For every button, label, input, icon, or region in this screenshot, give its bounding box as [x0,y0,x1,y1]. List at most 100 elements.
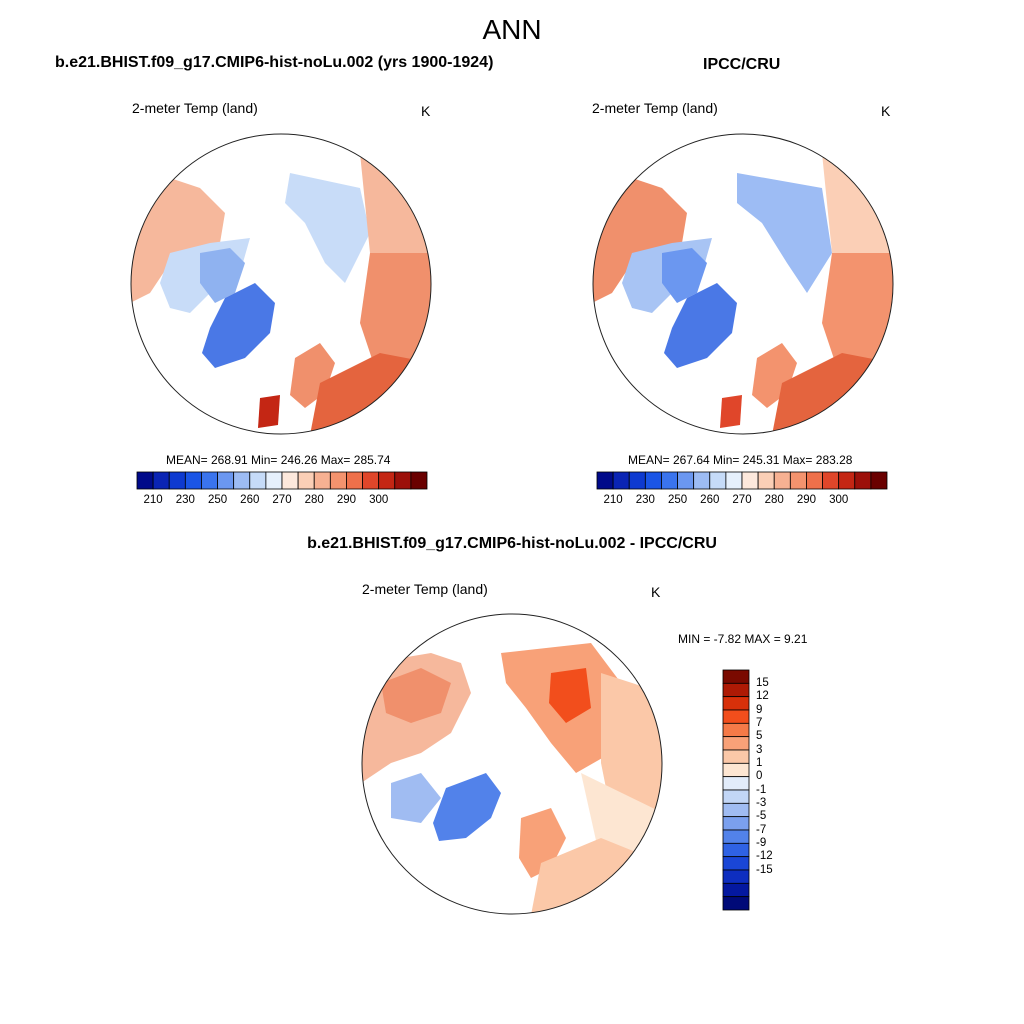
obs-colorbar-swatch [838,471,856,490]
obs-colorbar-swatch [806,471,823,490]
obs-colorbar-tick-label: 280 [764,494,784,506]
difference-variable-label: 2-meter Temp (land) [362,581,488,597]
obs-colorbar-swatch [870,471,888,490]
model-alaska-region [131,178,225,303]
obs-greenland [664,283,737,368]
difference-colorbar-tick-label: 1 [756,757,763,769]
difference-colorbar-tick-label: -1 [756,783,767,796]
model-colorbar-swatch [362,471,380,490]
model-colorbar-swatch [346,471,363,490]
model-colorbar-swatch [168,471,186,490]
obs-colorbar-tick-label: 270 [732,494,752,506]
model-variable-label: 2-meter Temp (land) [132,100,258,116]
model-case-title: b.e21.BHIST.f09_g17.CMIP6-hist-noLu.002 … [55,54,494,71]
model-colorbar-swatch [217,471,235,490]
model-colorbar-swatch [201,471,218,490]
model-siberia [285,173,370,283]
model-colorbar-swatch [281,471,299,490]
difference-unit-label: K [651,584,661,600]
difference-colorbar-tick-label: 9 [756,703,763,716]
model-colorbar-tick-label: 280 [304,494,324,506]
model-colorbar-swatch [265,471,283,490]
difference-colorbar-swatch [722,802,750,818]
model-colorbar-tick-label: 290 [336,494,357,506]
model-colorbar-tick-label: 210 [143,494,163,506]
obs-central-asia [822,253,893,383]
diff-siberia-hotspot [549,668,591,723]
obs-colorbar-swatch [644,471,662,490]
obs-colorbar-swatch [741,471,759,490]
difference-colorbar-tick-label: -3 [756,797,767,809]
obs-colorbar-swatch [725,471,743,490]
obs-unit-label: K [881,103,891,119]
difference-colorbar-swatch [722,762,750,778]
difference-colorbar-swatch [722,722,750,738]
model-colorbar-tick-label: 300 [369,494,389,506]
difference-colorbar-tick-label: -15 [756,863,773,876]
difference-polar-map [361,613,663,915]
model-colorbar-swatch [184,471,202,490]
difference-colorbar-tick-label: -5 [756,810,767,823]
model-colorbar-swatch [394,471,412,490]
obs-colorbar-tick-label: 230 [635,494,655,506]
difference-colorbar-tick-label: -9 [756,837,767,849]
difference-colorbar-swatch [722,816,750,831]
model-colorbar-swatch [329,471,347,490]
difference-colorbar-swatch [722,882,750,898]
obs-colorbar-swatch [677,471,695,490]
obs-colorbar-swatch [757,471,775,490]
difference-stats: MIN = -7.82 MAX = 9.21 [678,632,808,646]
model-colorbar-ticks: 210 230 250 260 270 280 290 300 [137,494,427,508]
obs-colorbar-swatch [854,471,872,490]
difference-colorbar-tick-label: 0 [756,770,763,783]
difference-colorbar-tick-label: 3 [756,743,763,756]
difference-colorbar-swatch [722,669,750,684]
difference-colorbar-tick-label: 12 [756,690,769,703]
obs-variable-label: 2-meter Temp (land) [592,100,718,116]
model-colorbar-swatch [297,471,315,490]
obs-siberia [737,173,832,293]
model-colorbar-swatch [410,471,428,490]
difference-colorbar-swatch [722,709,750,724]
obs-colorbar-swatch [596,471,614,490]
obs-colorbar-tick-label: 260 [700,494,720,506]
model-colorbar-swatch [233,471,251,490]
obs-canada-arctic [662,248,707,303]
difference-colorbar [722,669,750,911]
model-uk [258,395,280,428]
model-colorbar [136,471,428,490]
diff-greenland-cool [433,773,501,841]
difference-colorbar-tick-label: 7 [756,717,763,729]
model-greenland [202,283,275,368]
difference-colorbar-ticks: 15 12 9 7 5 3 1 0 -1 -3 -5 -7 -9 -12 -15 [756,670,796,910]
model-colorbar-tick-label: 250 [207,494,228,506]
obs-colorbar-swatch [789,471,807,490]
model-colorbar-swatch [378,471,396,490]
difference-colorbar-swatch [722,736,750,751]
obs-uk [720,395,742,428]
model-colorbar-tick-label: 260 [240,494,260,506]
obs-colorbar-swatch [661,471,678,490]
difference-colorbar-swatch [722,749,750,764]
obs-colorbar-tick-label: 300 [829,494,849,506]
model-colorbar-tick-label: 270 [272,494,292,506]
obs-colorbar [596,471,888,490]
difference-colorbar-tick-label: 5 [756,730,763,743]
obs-case-title: IPCC/CRU [703,56,781,73]
obs-colorbar-tick-label: 290 [796,494,817,506]
difference-colorbar-swatch [722,789,750,804]
obs-colorbar-swatch [773,471,791,490]
obs-colorbar-ticks: 210 230 250 260 270 280 290 300 [597,494,887,508]
obs-colorbar-tick-label: 250 [667,494,688,506]
obs-colorbar-swatch [709,471,727,490]
difference-colorbar-swatch [722,696,750,711]
model-colorbar-swatch [249,471,267,490]
model-colorbar-swatch [136,471,154,490]
difference-colorbar-tick-label: -7 [756,823,767,836]
obs-alaska-region [593,178,687,303]
obs-colorbar-swatch [612,471,630,490]
model-central-asia [360,253,431,383]
obs-colorbar-tick-label: 210 [603,494,623,506]
obs-colorbar-swatch [628,471,646,490]
diff-alaska-warm [381,668,451,723]
